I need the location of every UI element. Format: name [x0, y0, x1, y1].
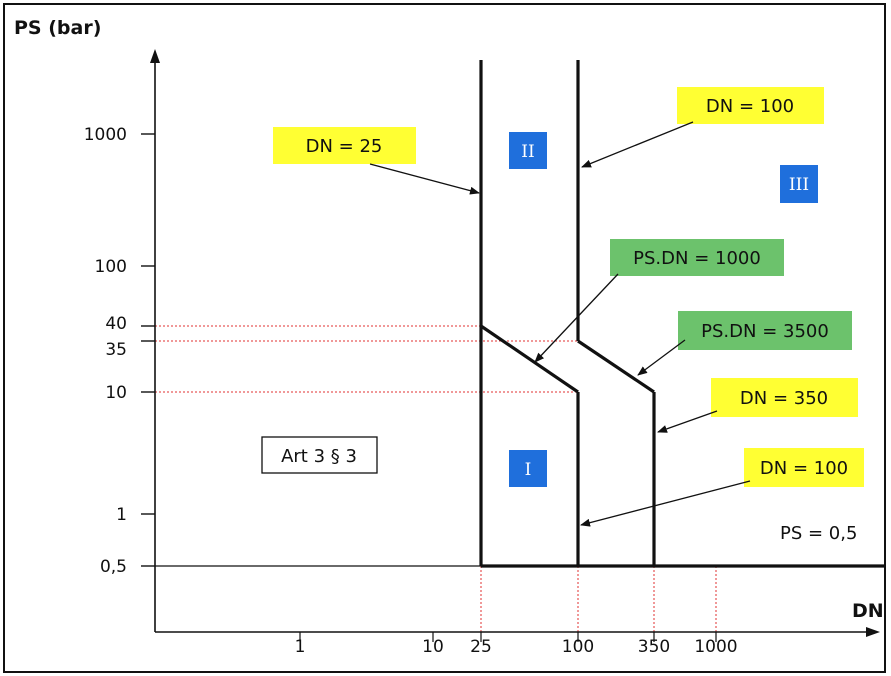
annotation-ps-dn-3500: PS.DN = 3500: [678, 311, 852, 350]
annotation-ps-0-5: PS = 0,5: [780, 523, 857, 544]
category-I-label: I: [525, 460, 532, 480]
annotation-dn-350: DN = 350: [711, 378, 858, 417]
category-III: III: [780, 165, 818, 203]
x-axis-title: DN: [852, 600, 884, 622]
y-tick-label: 35: [105, 340, 127, 360]
annotation-dn-100-top-box: [677, 87, 824, 124]
annotation-dn-25-box: [273, 127, 416, 164]
y-tick-label: 10: [105, 383, 127, 403]
annotation-ps-dn-1000: PS.DN = 1000: [610, 239, 784, 276]
annotation-art-3-3-text: Art 3 § 3: [281, 446, 357, 467]
y-ticks: 1000 100 40 35 10 1 0,5: [84, 125, 155, 577]
annotation-dn-25: DN = 25: [273, 127, 416, 164]
x-ticks: 1 10 25 100 350 1000: [295, 632, 738, 657]
annotation-ps-dn-3500-box: [678, 311, 852, 350]
arrow-ps-dn-1000: [534, 273, 619, 363]
x-axis-arrow: [866, 627, 880, 637]
category-II-box: [509, 132, 547, 169]
arrow-dn-100-top: [581, 121, 694, 168]
chart-frame: 1000 100 40 35 10 1 0,5 1 10 25 100 350 1000 PS (ba…: [3, 3, 886, 673]
annotation-dn-25-text: DN = 25: [306, 136, 383, 157]
annotation-art-3-3-box: [261, 436, 378, 474]
category-III-label: III: [789, 175, 809, 195]
y-axis-title: PS (bar): [14, 17, 101, 39]
category-boundary-5: [577, 339, 655, 394]
annotation-dn-350-text: DN = 350: [740, 388, 828, 409]
x-tick-label: 1: [295, 637, 306, 657]
x-tick-label: 25: [470, 637, 492, 657]
boundary-lines: [155, 60, 885, 568]
arrow-dn-350: [657, 410, 718, 433]
annotation-dn-100-top: DN = 100: [677, 87, 824, 124]
y-tick-label: 40: [105, 314, 127, 334]
y-tick-label: 1000: [84, 125, 127, 145]
reference-lines: [155, 325, 717, 632]
category-I: I: [509, 450, 547, 487]
category-boundary-2: [480, 324, 579, 394]
y-tick-label: 1: [116, 505, 127, 525]
annotation-ps-dn-1000-text: PS.DN = 1000: [633, 248, 761, 269]
x-tick-label: 350: [638, 637, 670, 657]
arrow-dn-25: [369, 163, 480, 195]
y-tick-label: 100: [95, 257, 127, 277]
chart-svg: 1000 100 40 35 10 1 0,5 1 10 25 100 350 1000 PS (ba…: [14, 17, 885, 657]
annotation-ps-dn-1000-box: [610, 239, 784, 276]
y-tick-label: 0,5: [100, 557, 127, 577]
annotation-dn-100-bottom: DN = 100: [744, 448, 864, 487]
x-tick-label: 1000: [694, 637, 737, 657]
category-II: II: [509, 132, 547, 169]
y-axis-arrow: [150, 49, 160, 63]
annotation-dn-100-bottom-box: [744, 448, 864, 487]
arrow-ps-dn-3500: [637, 339, 686, 376]
annotation-dn-100-bottom-text: DN = 100: [760, 458, 848, 479]
annotation-dn-350-box: [711, 378, 858, 417]
annotation-art-3-3: Art 3 § 3: [261, 436, 378, 474]
arrow-dn-100-bottom: [580, 480, 751, 527]
annotation-dn-100-top-text: DN = 100: [706, 96, 794, 117]
x-tick-label: 10: [422, 637, 444, 657]
category-III-box: [780, 165, 818, 203]
category-II-label: II: [521, 142, 534, 162]
category-I-box: [509, 450, 547, 487]
annotation-ps-dn-3500-text: PS.DN = 3500: [701, 321, 829, 342]
x-tick-label: 100: [562, 637, 594, 657]
